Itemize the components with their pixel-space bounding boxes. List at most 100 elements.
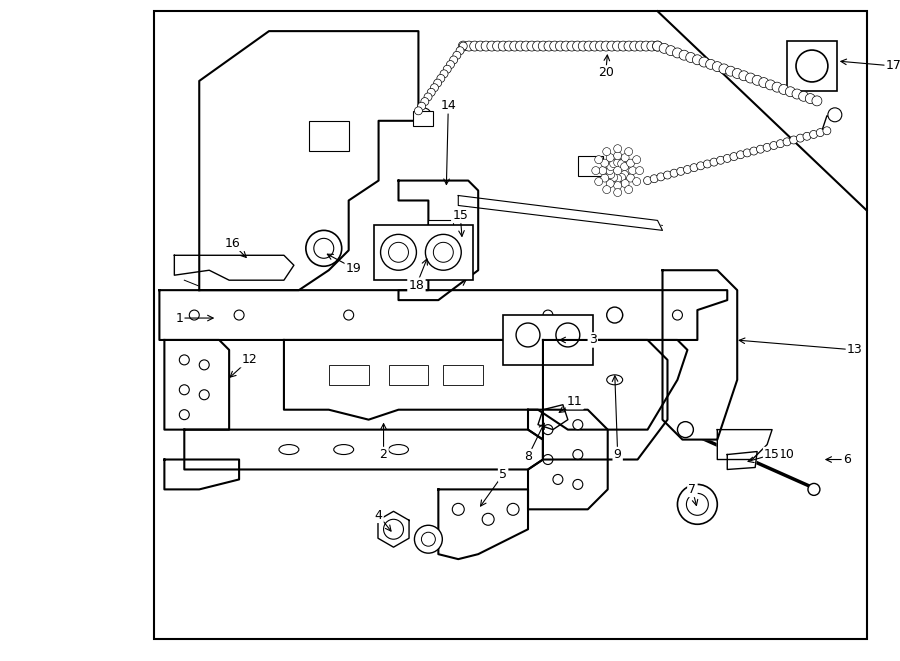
Circle shape — [626, 159, 634, 167]
Circle shape — [555, 41, 565, 51]
Circle shape — [677, 167, 685, 175]
Circle shape — [752, 75, 762, 85]
Circle shape — [798, 91, 808, 101]
Circle shape — [772, 82, 782, 92]
Circle shape — [550, 41, 560, 51]
Polygon shape — [727, 451, 757, 469]
Text: 9: 9 — [614, 448, 622, 461]
Circle shape — [199, 360, 209, 370]
Circle shape — [621, 153, 629, 162]
Bar — [328, 365, 369, 385]
Circle shape — [421, 532, 436, 546]
Circle shape — [633, 178, 641, 186]
Circle shape — [614, 188, 622, 196]
Circle shape — [770, 141, 778, 149]
Circle shape — [680, 50, 689, 60]
Bar — [787, 41, 837, 91]
Circle shape — [777, 139, 785, 147]
Circle shape — [765, 80, 776, 90]
Circle shape — [652, 41, 662, 51]
Circle shape — [641, 41, 651, 51]
Circle shape — [730, 153, 738, 161]
Circle shape — [626, 174, 634, 182]
Text: 3: 3 — [589, 333, 597, 346]
Circle shape — [750, 147, 758, 155]
Circle shape — [659, 44, 669, 54]
Circle shape — [189, 310, 199, 320]
Polygon shape — [438, 489, 528, 559]
Text: 12: 12 — [241, 354, 256, 366]
Text: 6: 6 — [843, 453, 850, 466]
Circle shape — [613, 310, 623, 320]
Text: 13: 13 — [847, 344, 863, 356]
Circle shape — [803, 132, 811, 140]
Circle shape — [763, 143, 771, 151]
Circle shape — [635, 167, 644, 175]
Polygon shape — [165, 459, 239, 489]
Circle shape — [430, 84, 438, 92]
Circle shape — [614, 182, 622, 190]
Text: 16: 16 — [224, 237, 240, 250]
Ellipse shape — [279, 445, 299, 455]
Circle shape — [603, 147, 611, 155]
Polygon shape — [159, 290, 727, 340]
Polygon shape — [399, 180, 478, 300]
Circle shape — [630, 41, 640, 51]
Circle shape — [704, 160, 711, 168]
Circle shape — [458, 41, 468, 51]
Circle shape — [314, 239, 334, 258]
Circle shape — [633, 155, 641, 164]
Circle shape — [607, 153, 614, 162]
Circle shape — [697, 162, 705, 170]
Circle shape — [179, 385, 189, 395]
Circle shape — [672, 310, 682, 320]
Circle shape — [553, 475, 562, 485]
Circle shape — [344, 310, 354, 320]
Circle shape — [179, 355, 189, 365]
Circle shape — [823, 127, 831, 135]
Circle shape — [810, 130, 817, 138]
Circle shape — [434, 79, 442, 87]
Circle shape — [572, 420, 583, 430]
Circle shape — [603, 186, 611, 194]
Circle shape — [778, 85, 788, 95]
Circle shape — [622, 167, 630, 175]
Circle shape — [414, 525, 442, 553]
Circle shape — [699, 57, 709, 67]
Circle shape — [453, 52, 461, 59]
Bar — [428, 220, 454, 241]
Circle shape — [786, 87, 796, 97]
Circle shape — [672, 48, 682, 58]
Polygon shape — [284, 340, 688, 430]
Circle shape — [572, 41, 582, 51]
Circle shape — [607, 307, 623, 323]
Circle shape — [614, 151, 622, 160]
Circle shape — [426, 235, 462, 270]
Text: 11: 11 — [567, 395, 582, 408]
Circle shape — [625, 186, 633, 194]
Circle shape — [596, 41, 606, 51]
Circle shape — [601, 41, 611, 51]
Circle shape — [624, 41, 634, 51]
Text: 18: 18 — [409, 279, 425, 292]
Polygon shape — [458, 196, 662, 231]
Text: 10: 10 — [779, 448, 795, 461]
Circle shape — [607, 163, 615, 171]
Polygon shape — [175, 255, 294, 280]
Circle shape — [783, 138, 791, 146]
Circle shape — [464, 41, 474, 51]
Circle shape — [650, 175, 658, 182]
Circle shape — [424, 93, 432, 101]
Circle shape — [614, 145, 622, 153]
Circle shape — [657, 173, 665, 181]
Circle shape — [418, 102, 426, 110]
Circle shape — [745, 73, 755, 83]
Circle shape — [733, 69, 742, 79]
Text: 7: 7 — [688, 483, 697, 496]
Text: 17: 17 — [886, 59, 900, 73]
Polygon shape — [538, 405, 568, 430]
Polygon shape — [165, 340, 230, 430]
Circle shape — [446, 61, 454, 69]
Circle shape — [719, 64, 729, 74]
Text: 14: 14 — [440, 99, 456, 112]
